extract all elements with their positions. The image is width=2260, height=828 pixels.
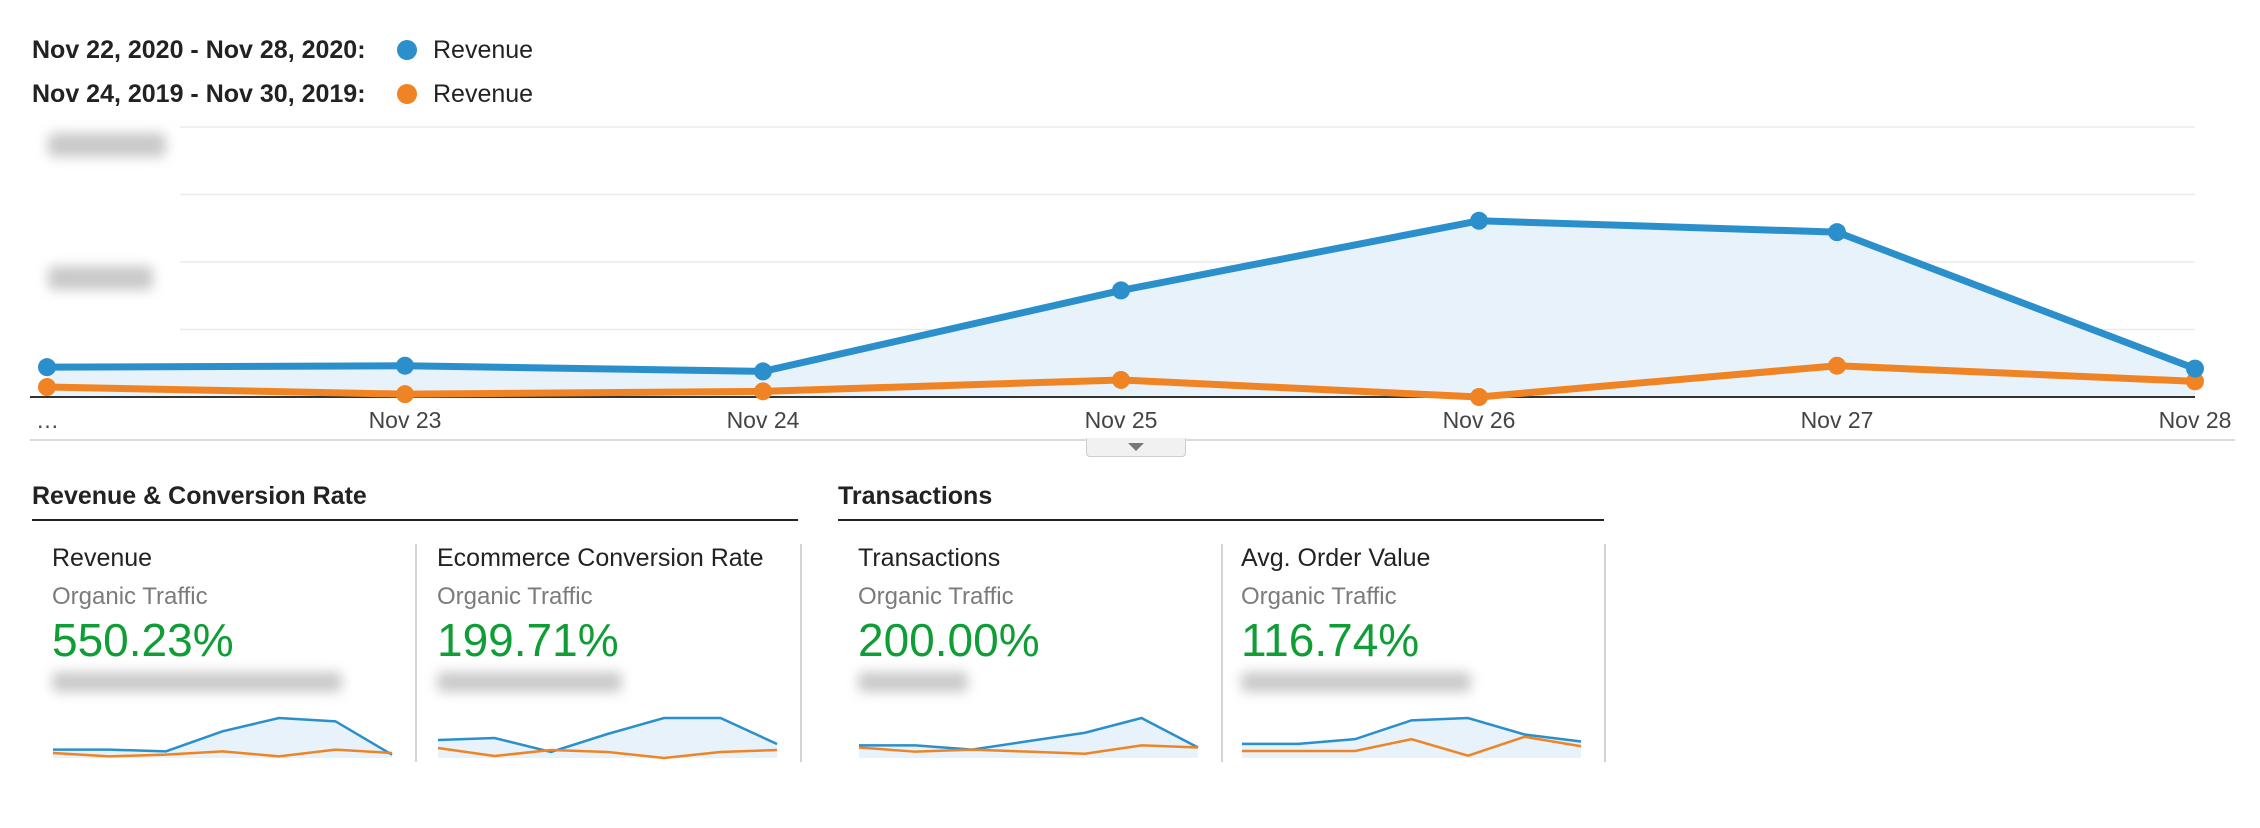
legend-metric-label[interactable]: Revenue [433,35,534,64]
sparkline [858,716,1199,758]
card-segment-name: Organic Traffic [858,583,1014,610]
section-title-revenue: Revenue & Conversion Rate [32,482,798,521]
card-detail-obscured [1241,672,1471,692]
card-segment-name: Organic Traffic [52,583,208,610]
x-tick-label: … [36,407,59,433]
card-detail-obscured [52,672,342,692]
sparkline-area [438,718,777,758]
x-tick-label: Nov 24 [727,407,800,433]
data-point [754,382,772,401]
card-change-value: 200.00% [858,614,1040,666]
section-title-transactions: Transactions [838,482,1604,521]
y-axis-label-obscured [48,133,166,157]
card-change-value: 550.23% [52,614,234,666]
legend-period-label: Nov 24, 2019 - Nov 30, 2019: [32,79,366,108]
data-point [754,362,772,381]
x-tick-label: Nov 23 [369,407,442,433]
legend-color-dot [397,84,417,104]
data-point [396,385,414,404]
data-point [1828,223,1846,242]
sparkline-previous [437,746,778,760]
sparkline-area [53,718,392,758]
card-segment-name: Organic Traffic [437,583,593,610]
legend-metric-label[interactable]: Revenue [433,79,534,108]
metric-card-conversion-rate[interactable]: Ecommerce Conversion Rate Organic Traffi… [417,544,802,762]
series-area-fill [47,220,2195,397]
x-tick-label: Nov 25 [1085,407,1158,433]
sparkline-previous [858,744,1199,756]
sparkline [52,716,393,758]
data-point [1470,388,1488,406]
sparkline-current [859,716,1199,751]
revenue-line-chart[interactable]: … Nov 23 Nov 24 Nov 25 Nov 26 Nov 27 Nov 28 [0,110,2260,450]
chart-collapse-toggle[interactable] [1086,438,1186,457]
card-metric-name: Ecommerce Conversion Rate [437,544,764,572]
x-tick-label: Nov 26 [1443,407,1516,433]
x-tick-label: Nov 28 [2159,407,2232,433]
data-point [38,378,56,397]
chart-legend: Nov 22, 2020 - Nov 28, 2020: Revenue Nov… [32,28,533,116]
card-detail-obscured [858,672,968,692]
x-tick-label: Nov 27 [1801,407,1874,433]
y-axis-label-obscured [48,266,153,290]
card-metric-name: Avg. Order Value [1241,544,1431,572]
metric-card-avg-order-value[interactable]: Avg. Order Value Organic Traffic 116.74% [1221,544,1606,762]
card-segment-name: Organic Traffic [1241,583,1397,610]
card-metric-name: Revenue [52,544,153,572]
card-metric-name: Transactions [858,544,1001,572]
legend-period-label: Nov 22, 2020 - Nov 28, 2020: [32,35,366,64]
legend-row-previous: Nov 24, 2019 - Nov 30, 2019: Revenue [32,72,533,116]
metric-card-revenue[interactable]: Revenue Organic Traffic 550.23% [32,544,417,762]
sparkline-current [1242,716,1582,746]
data-point [396,356,414,375]
sparkline-previous [52,748,393,758]
data-point [1112,281,1130,300]
data-point [1470,211,1488,230]
data-point [1112,370,1130,389]
chevron-down-icon [1128,443,1144,451]
sparkline [437,716,778,760]
card-change-value: 116.74% [1241,614,1420,666]
data-point [38,358,56,377]
sparkline-previous [1242,735,1582,757]
metric-card-transactions[interactable]: Transactions Organic Traffic 200.00% [838,544,1223,762]
data-point [2186,372,2204,391]
legend-color-dot [397,40,417,60]
legend-row-current: Nov 22, 2020 - Nov 28, 2020: Revenue [32,28,533,72]
card-change-value: 199.71% [437,614,619,666]
card-detail-obscured [437,672,622,692]
sparkline [1242,716,1582,758]
data-point [1828,356,1846,375]
data-point [2186,359,2204,378]
sparkline-current [437,716,778,754]
sparkline-current [53,716,393,756]
